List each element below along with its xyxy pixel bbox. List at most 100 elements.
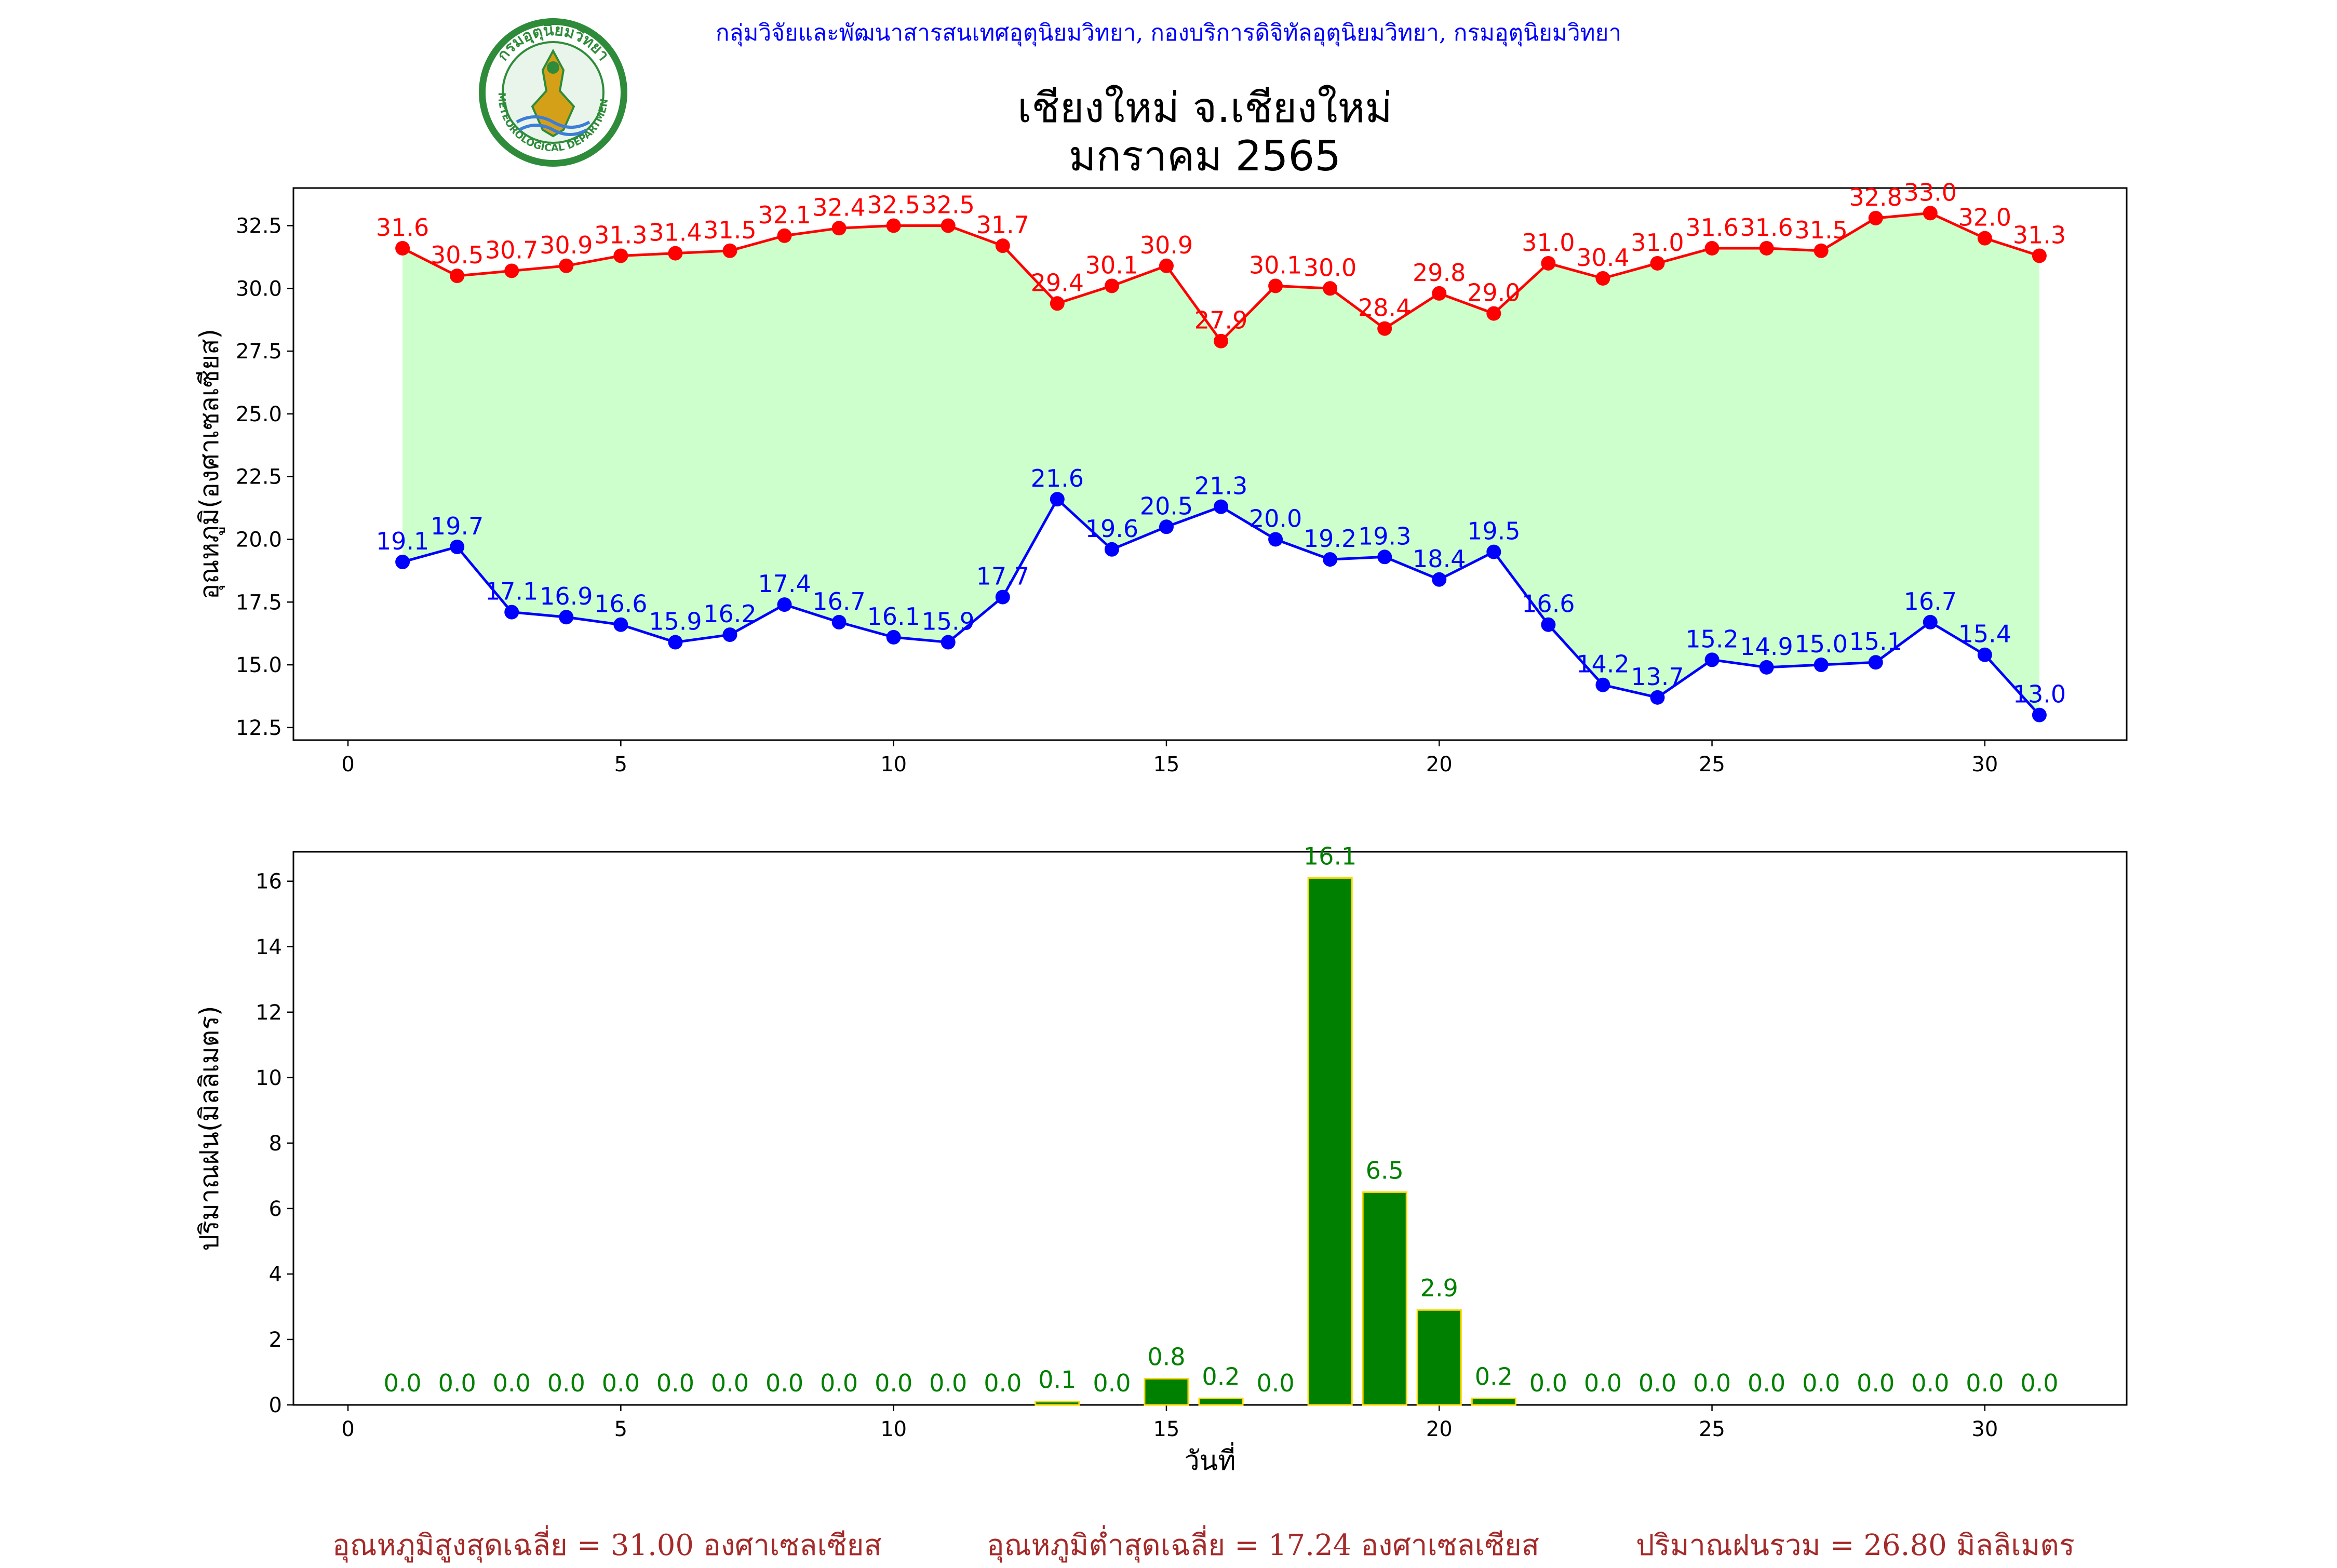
min-temp-point bbox=[1759, 660, 1774, 675]
max-temp-point bbox=[1868, 210, 1883, 225]
rain-data-label: 0.0 bbox=[929, 1369, 967, 1397]
max-temp-point bbox=[722, 243, 737, 258]
rain-total-label: ปริมาณฝนรวม bbox=[1636, 1529, 1821, 1562]
min-temp-point bbox=[2032, 707, 2047, 722]
min-temp-point bbox=[777, 597, 792, 612]
min-temp-data-label: 19.3 bbox=[1358, 522, 1411, 550]
avg-min-unit: องศาเซลเซียส bbox=[1361, 1529, 1539, 1562]
min-temp-point bbox=[450, 539, 465, 554]
organization-line: กลุ่มวิจัยและพัฒนาสารสนเทศอุตุนิยมวิทยา,… bbox=[716, 20, 1621, 47]
max-temp-point bbox=[450, 269, 465, 284]
max-temp-point bbox=[1759, 240, 1774, 256]
max-temp-data-label: 31.0 bbox=[1522, 229, 1575, 257]
rain-data-label: 0.0 bbox=[1693, 1369, 1731, 1397]
min-temp-point bbox=[941, 635, 956, 650]
rain-data-label: 0.0 bbox=[2020, 1369, 2058, 1397]
avg-max-equals: = bbox=[576, 1529, 601, 1562]
max-temp-point bbox=[777, 228, 792, 243]
max-temp-point bbox=[1268, 278, 1283, 293]
rain-data-label: 0.0 bbox=[1256, 1369, 1294, 1397]
min-temp-data-label: 15.9 bbox=[649, 608, 702, 636]
max-temp-point bbox=[2032, 248, 2047, 263]
rain-data-label: 16.1 bbox=[1304, 842, 1356, 870]
min-temp-point bbox=[722, 627, 737, 642]
rain-bar bbox=[1144, 1378, 1189, 1406]
max-temp-data-label: 30.0 bbox=[1304, 253, 1356, 282]
rain-data-label: 0.0 bbox=[1802, 1369, 1840, 1397]
rain-data-label: 0.0 bbox=[820, 1369, 858, 1397]
min-temp-data-label: 14.2 bbox=[1576, 650, 1629, 678]
rain-data-label: 0.2 bbox=[1202, 1362, 1240, 1390]
temp-x-tick-label: 30 bbox=[1971, 753, 1998, 776]
min-temp-point bbox=[613, 617, 628, 632]
max-temp-data-label: 30.9 bbox=[540, 231, 593, 259]
min-temp-point bbox=[1323, 552, 1338, 567]
max-temp-point bbox=[1923, 206, 1938, 221]
rain-y-tick-label: 14 bbox=[256, 935, 282, 959]
max-temp-point bbox=[995, 238, 1010, 253]
avg-min-value: 17.24 bbox=[1268, 1529, 1352, 1562]
min-temp-data-label: 21.6 bbox=[1031, 464, 1084, 492]
max-temp-data-label: 30.7 bbox=[485, 236, 538, 264]
rain-y-tick-label: 2 bbox=[269, 1328, 282, 1352]
temp-y-tick-label: 27.5 bbox=[236, 340, 282, 364]
temp-x-tick-label: 20 bbox=[1426, 753, 1453, 776]
max-temp-data-label: 29.8 bbox=[1413, 259, 1466, 287]
min-temp-data-label: 15.9 bbox=[922, 608, 975, 636]
avg-min-temp-stat: อุณหภูมิต่ำสุดเฉลี่ย = 17.24 องศาเซลเซียส bbox=[987, 1522, 1539, 1568]
rain-data-label: 0.0 bbox=[547, 1369, 585, 1397]
min-temp-point bbox=[559, 610, 574, 625]
temp-x-tick-label: 5 bbox=[614, 753, 627, 776]
min-temp-point bbox=[1868, 655, 1883, 670]
min-temp-point bbox=[1268, 532, 1283, 547]
min-temp-data-label: 14.9 bbox=[1740, 633, 1793, 661]
max-temp-point bbox=[1377, 321, 1392, 336]
max-temp-point bbox=[504, 263, 519, 278]
min-temp-data-label: 19.1 bbox=[376, 527, 429, 555]
min-temp-point bbox=[1486, 544, 1501, 559]
max-temp-point bbox=[1814, 243, 1829, 258]
temp-y-tick-label: 25.0 bbox=[236, 403, 282, 426]
max-temp-point bbox=[941, 218, 956, 233]
min-temp-point bbox=[668, 635, 683, 650]
min-temp-data-label: 21.3 bbox=[1194, 472, 1247, 500]
temp-y-tick-label: 22.5 bbox=[236, 465, 282, 489]
temp-y-tick-label: 30.0 bbox=[236, 277, 282, 301]
min-temp-data-label: 13.7 bbox=[1631, 663, 1684, 691]
rain-total-unit: มิลลิเมตร bbox=[1956, 1529, 2075, 1562]
avg-max-value: 31.00 bbox=[610, 1529, 694, 1562]
meteorological-department-logo: กรมอุตุนิยมวิทยา METEOROLOGICAL DEPARTME… bbox=[0, 0, 627, 167]
rain-bar bbox=[1198, 1397, 1244, 1406]
max-temp-data-label: 31.3 bbox=[594, 221, 647, 249]
min-temp-data-label: 17.1 bbox=[485, 578, 538, 606]
temp-y-tick-label: 20.0 bbox=[236, 528, 282, 552]
rainfall-chart: 0 5 10 15 20 25 30 0 2 4 6 8 10 12 14 16 ปริมาณฝน(มิลลิเ… bbox=[194, 842, 2128, 1477]
min-temp-data-label: 15.1 bbox=[1849, 627, 1902, 655]
min-temp-point bbox=[1214, 499, 1229, 514]
max-temp-data-label: 32.0 bbox=[1958, 204, 2011, 232]
rain-data-label: 0.0 bbox=[656, 1369, 694, 1397]
min-temp-data-label: 16.6 bbox=[594, 590, 647, 618]
temp-x-tick-label: 10 bbox=[880, 753, 907, 776]
min-temp-point bbox=[1923, 614, 1938, 629]
min-temp-data-label: 16.1 bbox=[867, 602, 920, 631]
min-temp-data-label: 17.7 bbox=[976, 562, 1029, 591]
max-temp-point bbox=[1650, 256, 1665, 271]
rain-data-label: 0.0 bbox=[602, 1369, 640, 1397]
min-temp-data-label: 15.2 bbox=[1685, 625, 1738, 653]
total-rain-stat: ปริมาณฝนรวม = 26.80 มิลลิเมตร bbox=[1636, 1522, 2075, 1568]
max-temp-data-label: 27.9 bbox=[1194, 306, 1247, 334]
temp-x-tick-label: 0 bbox=[341, 753, 354, 776]
max-temp-point bbox=[1977, 231, 1992, 246]
rain-y-axis-label: ปริมาณฝน(มิลลิเมตร) bbox=[194, 1006, 224, 1251]
rain-y-tick-label: 0 bbox=[269, 1393, 282, 1417]
max-temp-point bbox=[1050, 296, 1065, 311]
rain-data-label: 0.8 bbox=[1147, 1343, 1185, 1371]
min-temp-data-label: 15.4 bbox=[1958, 620, 2011, 648]
rain-data-label: 0.0 bbox=[1748, 1369, 1785, 1397]
rain-x-tick-label: 5 bbox=[614, 1417, 627, 1441]
rain-data-label: 0.0 bbox=[438, 1369, 476, 1397]
avg-min-label: อุณหภูมิต่ำสุดเฉลี่ย bbox=[987, 1529, 1226, 1562]
max-temp-data-label: 32.8 bbox=[1849, 183, 1902, 211]
min-temp-data-label: 19.5 bbox=[1467, 517, 1520, 545]
